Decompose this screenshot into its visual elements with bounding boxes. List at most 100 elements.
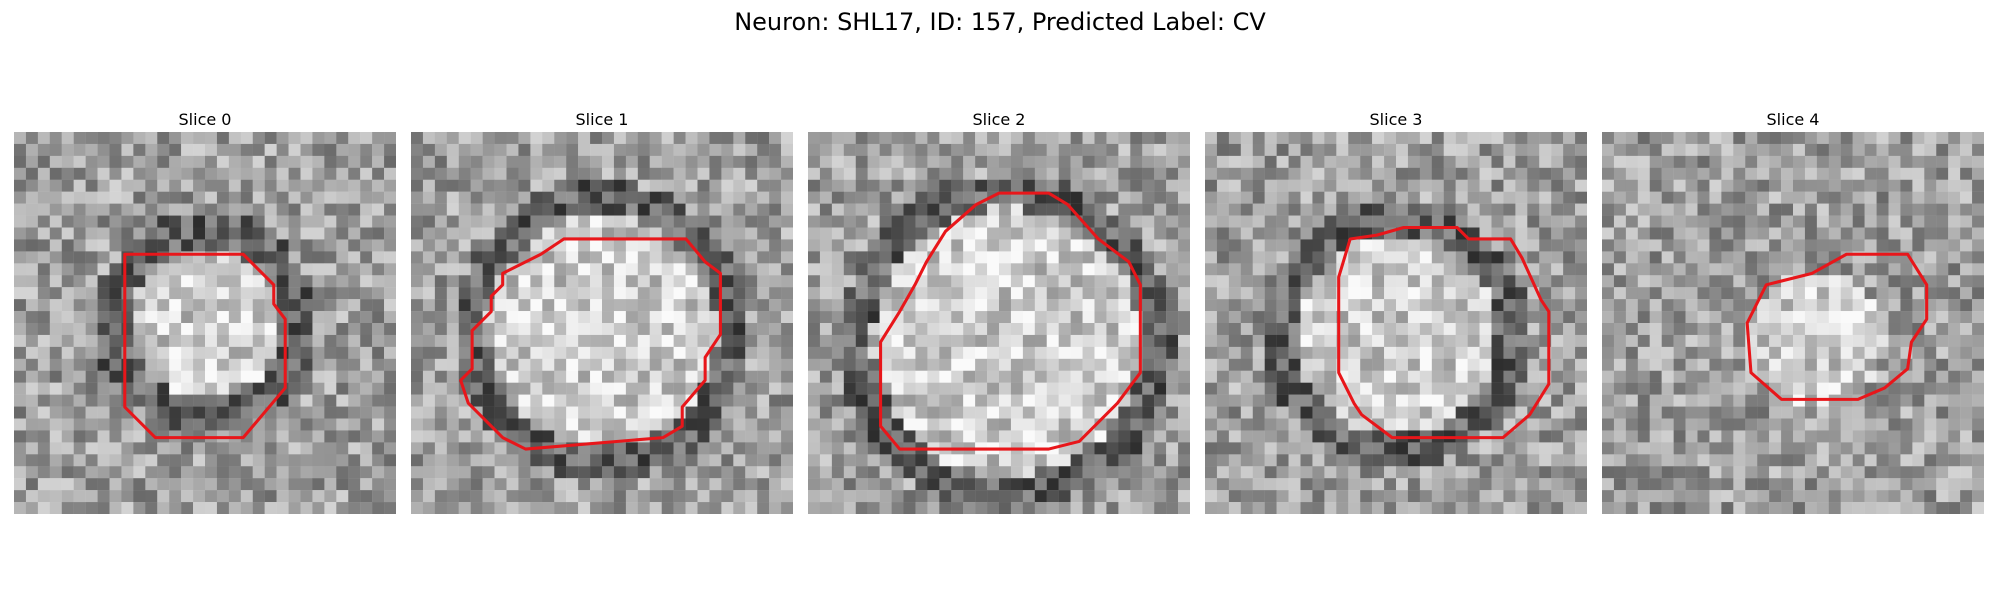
pixel (1467, 323, 1480, 336)
pixel (1276, 227, 1289, 240)
pixel (157, 394, 170, 407)
pixel (1178, 143, 1190, 157)
pixel (1960, 382, 1973, 395)
pixel (613, 263, 627, 276)
pixel (1721, 323, 1734, 336)
pixel (324, 155, 337, 169)
pixel (384, 311, 396, 324)
pixel (360, 418, 373, 431)
pixel (1276, 334, 1289, 348)
pixel (951, 203, 964, 216)
pixel (240, 358, 253, 371)
pixel (891, 191, 904, 204)
pixel (819, 311, 833, 324)
pixel (819, 227, 833, 240)
pixel (264, 346, 277, 360)
pixel (1431, 454, 1444, 467)
pixel (1745, 275, 1758, 288)
pixel (1324, 191, 1337, 204)
pixel (530, 155, 543, 169)
pixel (566, 346, 579, 360)
pixel (1960, 167, 1973, 180)
pixel (1637, 334, 1650, 348)
pixel (891, 287, 904, 300)
pixel (867, 323, 880, 336)
pixel (300, 227, 313, 240)
pixel (649, 406, 662, 419)
pixel (1745, 263, 1758, 276)
pixel (1154, 346, 1167, 360)
pixel (685, 179, 698, 192)
pixel (1816, 418, 1830, 431)
pixel (1276, 263, 1289, 276)
pixel (264, 132, 277, 145)
pixel (1685, 143, 1698, 157)
pixel (288, 323, 301, 336)
pixel (25, 418, 39, 431)
pixel (193, 323, 206, 336)
pixel (1602, 132, 1615, 145)
pixel (733, 406, 746, 419)
pixel (530, 311, 543, 324)
pixel (1828, 299, 1841, 312)
pixel (733, 167, 746, 180)
pixel (602, 502, 615, 514)
roi-contour (123, 252, 287, 440)
pixel (1010, 334, 1024, 348)
pixel (1757, 263, 1770, 276)
pixel (1276, 323, 1289, 336)
pixel (1288, 466, 1301, 479)
pixel (1551, 394, 1564, 407)
pixel (85, 334, 98, 348)
pixel (216, 167, 230, 180)
pixel (1178, 323, 1190, 336)
pixel (1312, 239, 1325, 252)
pixel (1154, 132, 1167, 145)
pixel (14, 466, 27, 479)
pixel (240, 323, 253, 336)
pixel (1948, 418, 1961, 431)
pixel (1575, 382, 1587, 395)
pixel (1034, 275, 1047, 288)
pixel (1649, 287, 1662, 300)
pixel (1563, 155, 1576, 169)
pixel (831, 311, 845, 324)
pixel (1697, 323, 1710, 336)
pixel (1625, 287, 1639, 300)
pixel (1625, 155, 1639, 169)
pixel (1228, 370, 1242, 383)
pixel (1793, 132, 1806, 145)
pixel (1828, 191, 1841, 204)
pixel (1010, 466, 1024, 479)
pixel (1058, 490, 1071, 503)
pixel (434, 251, 448, 264)
pixel (566, 227, 579, 240)
pixel (1936, 227, 1949, 240)
pixel (1384, 323, 1397, 336)
pixel (1384, 394, 1397, 407)
pixel (494, 167, 507, 180)
pixel (757, 203, 770, 216)
pixel (1864, 179, 1877, 192)
pixel (145, 191, 158, 204)
pixel (1264, 251, 1277, 264)
pixel (470, 490, 483, 503)
pixel (915, 323, 928, 336)
pixel (1721, 203, 1734, 216)
pixel (808, 275, 821, 288)
pixel (482, 370, 495, 383)
pixel (1178, 466, 1190, 479)
pixel (288, 466, 301, 479)
pixel (1094, 454, 1107, 467)
pixel (1661, 251, 1674, 264)
pixel (625, 263, 639, 276)
pixel (411, 227, 424, 240)
pixel (1276, 179, 1289, 192)
pixel (1685, 191, 1698, 204)
pixel (276, 155, 289, 169)
pixel (843, 430, 856, 443)
pixel (975, 430, 988, 443)
pixel (999, 454, 1012, 467)
pixel (1491, 251, 1504, 264)
pixel (324, 323, 337, 336)
